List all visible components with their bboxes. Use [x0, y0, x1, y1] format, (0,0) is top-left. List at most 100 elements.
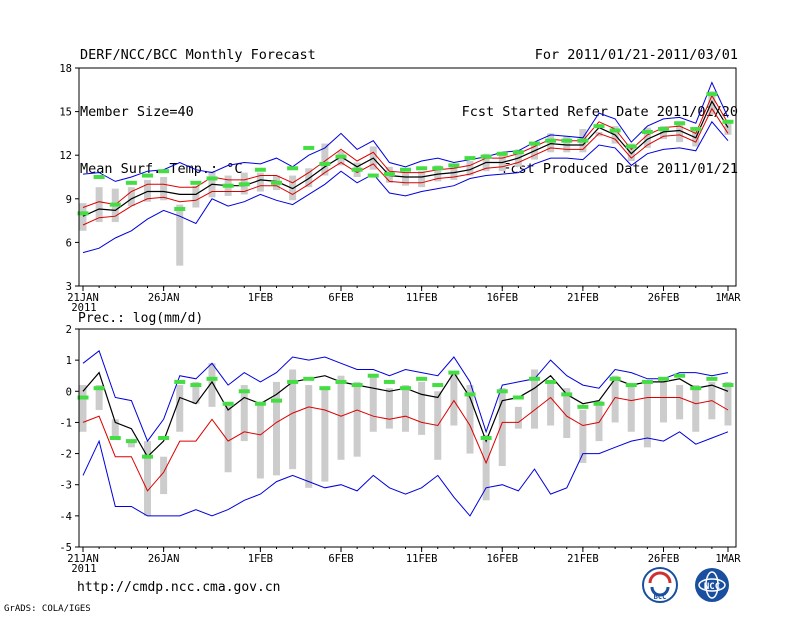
start-date: Fcst Started Refer Date 2011/01/20 [461, 104, 738, 120]
x-tick-label: 26FEB [648, 292, 680, 304]
member-marker [432, 166, 444, 171]
member-marker [416, 166, 428, 171]
member-marker [593, 401, 605, 406]
x-tick-label: 26JAN [148, 292, 180, 304]
y-tick-label: 3 [66, 281, 72, 293]
member-marker [722, 383, 734, 388]
member-marker [93, 175, 105, 179]
spread-box [192, 185, 200, 208]
y-tick-label: 12 [59, 150, 72, 162]
member-marker [158, 169, 170, 174]
member-marker [625, 144, 637, 149]
member-marker [641, 129, 653, 134]
member-marker [529, 376, 540, 381]
member-marker [609, 128, 621, 133]
spread-box [676, 385, 684, 420]
member-marker [545, 138, 557, 143]
chart-precipitation: -5 -4 -3 -2 -1 0 1 2 21JAN 26JAN 1FEB 6FEB 11FEB 16FE… [59, 324, 741, 575]
spread-box [369, 375, 377, 432]
member-marker [93, 386, 105, 391]
spread-box [160, 456, 168, 495]
spread-box [434, 165, 442, 182]
spread-box [353, 381, 361, 457]
spread-box [240, 385, 248, 442]
series-min-line [82, 120, 729, 254]
member-marker [287, 379, 299, 384]
spread-box [563, 388, 571, 438]
member-marker [125, 439, 137, 444]
spread-box [208, 363, 216, 407]
spread-box [466, 385, 474, 454]
spread-box [127, 187, 135, 207]
chart-temperature: 3 6 9 12 15 18 21JAN 26JAN 1FEB 6FEB 11FEB 16FEB 21F… [59, 63, 741, 314]
x-tick-label: 21FEB [567, 553, 599, 565]
member-marker [383, 172, 395, 177]
logos: BCC NCC [642, 567, 729, 603]
spread-box [95, 187, 103, 223]
member-marker [109, 202, 121, 207]
series-max-line [82, 349, 729, 443]
member-marker [690, 127, 702, 132]
member-marker [351, 383, 363, 388]
y-tick-label: -5 [59, 542, 72, 554]
chart-title: DERF/NCC/BCC Monthly Forecast [80, 47, 316, 63]
spread-box [418, 381, 426, 435]
member-marker [142, 454, 153, 459]
member-marker [109, 436, 121, 440]
member-size: Member Size=40 [80, 104, 194, 120]
series-lower-line [82, 396, 729, 492]
spread-box [482, 434, 490, 501]
spread-box [256, 172, 264, 192]
y-tick-label: -1 [59, 417, 72, 429]
member-marker [561, 392, 573, 397]
member-marker [706, 376, 718, 381]
spread-box [563, 136, 571, 153]
spread-box [611, 375, 619, 423]
member-marker [496, 151, 508, 156]
spread-box [176, 385, 184, 432]
member-marker [222, 401, 234, 406]
member-marker [303, 145, 315, 150]
y-tick-label: 0 [66, 386, 72, 398]
member-marker [238, 182, 250, 187]
member-marker [658, 376, 669, 381]
x-tick-label: 11FEB [406, 292, 438, 304]
spread-box [514, 406, 522, 429]
member-marker [271, 180, 282, 185]
source-url[interactable]: http://cmdp.ncc.cma.gov.cn [77, 580, 281, 595]
series-upper-line [82, 94, 729, 208]
spread-box [160, 177, 168, 201]
member-marker [512, 150, 524, 155]
x-tick-label: 16FEB [486, 292, 518, 304]
member-marker [400, 386, 411, 391]
spread-box [402, 385, 409, 432]
spread-box [724, 381, 732, 426]
member-marker [561, 138, 573, 143]
spread-box [79, 385, 87, 432]
member-marker [448, 163, 460, 168]
plot-frame [78, 67, 737, 287]
forecast-period: For 2011/01/21-2011/03/01 [534, 47, 738, 63]
member-marker [722, 119, 734, 124]
member-marker [319, 161, 331, 166]
spread-box [289, 369, 297, 470]
member-marker [351, 167, 363, 172]
member-marker [448, 370, 460, 375]
spread-box [144, 441, 151, 516]
spread-box [111, 419, 119, 438]
spread-box [531, 369, 538, 429]
x-tick-label: 6FEB [328, 553, 353, 565]
y-tick-label: 6 [66, 237, 72, 249]
spread-box [450, 372, 458, 426]
spread-box [579, 409, 587, 463]
x-tick-label: 26FEB [648, 553, 680, 565]
grads-credit: GrADS: COLA/IGES [4, 604, 91, 614]
member-marker [496, 389, 508, 394]
x-tick-label: 16FEB [486, 553, 518, 565]
spread-box [127, 441, 135, 448]
spread-box [192, 381, 200, 404]
ncc-logo-text: NCC [704, 582, 720, 592]
spread-box [224, 403, 232, 473]
y-tick-label: -3 [59, 480, 72, 492]
